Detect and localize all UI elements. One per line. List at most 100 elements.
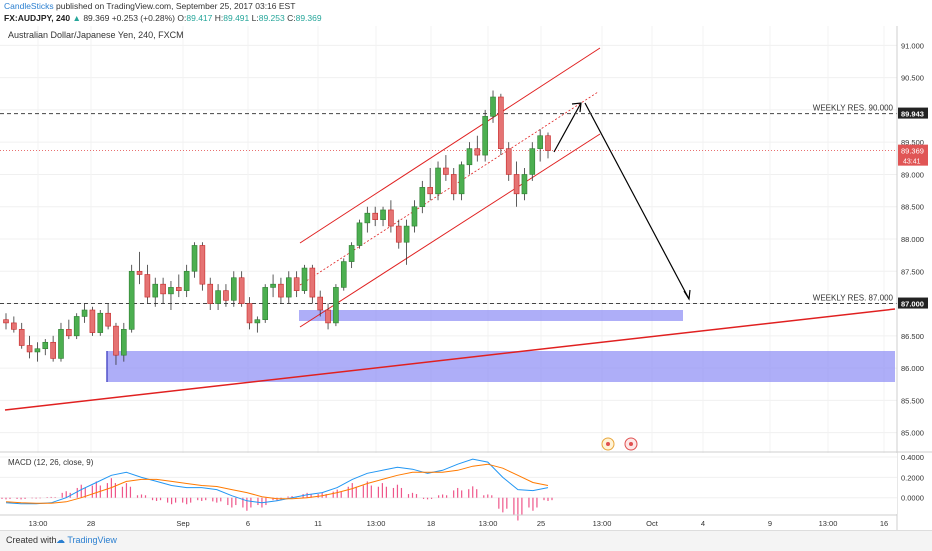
time-axis[interactable]: 13:00 28 Sep 6 11 13:00 18 13:00 25 13:00 Oct 4 9 13:… — [29, 519, 889, 528]
brand-name: TradingView — [67, 535, 117, 545]
macd-grid — [0, 456, 897, 499]
symbol-label: FX:AUDJPY, 240 — [4, 13, 71, 23]
x-tick-label: 25 — [537, 519, 545, 528]
candle — [505, 148, 512, 175]
candle — [183, 270, 190, 291]
candle — [136, 270, 143, 275]
candle — [89, 309, 96, 333]
candle — [128, 270, 135, 330]
candle — [403, 225, 410, 243]
candle — [364, 212, 371, 224]
y-tick-label: 86.000 — [901, 364, 924, 373]
support-zone-lower[interactable] — [107, 351, 895, 382]
support-zone-upper[interactable] — [299, 310, 683, 321]
high-label: H: — [214, 13, 224, 23]
candle — [34, 348, 41, 353]
channel-lower[interactable] — [299, 133, 601, 328]
high-value: 89.491 — [223, 13, 250, 23]
candle — [325, 309, 331, 324]
resistance-label: WEEKLY RES. 90.000 — [813, 104, 894, 113]
candle — [545, 135, 551, 151]
candle — [380, 209, 386, 220]
candle — [340, 261, 347, 288]
candle — [42, 341, 49, 350]
countdown-tag: 43:41 — [903, 159, 921, 166]
author-link[interactable]: CandleSticks — [4, 1, 54, 11]
y-tick-label: 86.500 — [901, 332, 924, 341]
level-tag-bg — [898, 297, 928, 309]
x-tick-label: 18 — [427, 519, 435, 528]
candle — [11, 322, 17, 330]
resistance-label: WEEKLY RES. 87.000 — [813, 294, 894, 303]
candle — [50, 341, 56, 359]
candle — [97, 312, 104, 333]
candle — [498, 96, 504, 149]
chart-area[interactable]: Australian Dollar/Japanese Yen, 240, FXC… — [0, 26, 932, 530]
symbol-info: FX:AUDJPY, 240 ▲ 89.369 +0.253 (+0.28%) … — [4, 13, 322, 23]
y-tick-label: 90.500 — [901, 74, 924, 83]
close-value: 89.369 — [295, 13, 322, 23]
x-tick-label: 13:00 — [593, 519, 612, 528]
tradingview-logo[interactable]: ☁ TradingView — [56, 535, 117, 545]
candle — [293, 277, 300, 291]
candle — [450, 174, 457, 195]
low-value: 89.253 — [258, 13, 285, 23]
candle — [537, 135, 543, 149]
price-chart[interactable]: Australian Dollar/Japanese Yen, 240, FXC… — [0, 26, 932, 530]
candle — [419, 187, 426, 208]
y-tick-label: 89.000 — [901, 170, 924, 179]
y-tick-label: 89.500 — [901, 138, 924, 147]
trendline[interactable] — [4, 308, 896, 411]
levels: WEEKLY RES. 90.000 WEEKLY RES. 87.000 — [0, 104, 897, 305]
candle — [309, 267, 316, 298]
candle — [529, 148, 536, 175]
event-markers[interactable] — [601, 437, 638, 451]
y-tick-label: 88.500 — [901, 203, 924, 212]
candle — [230, 277, 237, 301]
event-dot — [606, 442, 610, 446]
macd-plot — [1, 458, 553, 521]
close-label: C: — [287, 13, 296, 23]
candle — [113, 325, 119, 356]
footer: Created with ☁ TradingView — [0, 530, 932, 551]
x-tick-label: 13:00 — [819, 519, 838, 528]
up-arrow-icon: ▲ — [72, 13, 81, 23]
x-tick-label: 6 — [246, 519, 250, 528]
candle — [223, 290, 229, 301]
x-tick-label: 28 — [87, 519, 95, 528]
current-price-tag: 89.369 — [901, 147, 924, 156]
candle — [3, 319, 9, 324]
candle — [144, 274, 151, 298]
projection-down[interactable] — [584, 102, 690, 300]
macd-tick-label: 0.2000 — [901, 473, 924, 482]
candle — [278, 283, 284, 298]
candle — [207, 283, 214, 304]
channel-upper[interactable] — [299, 47, 601, 244]
candle — [435, 167, 441, 195]
macd-pane-bg — [0, 453, 897, 514]
x-tick-label: 16 — [880, 519, 888, 528]
candles — [3, 90, 551, 365]
candle — [152, 283, 159, 298]
macd-title: MACD (12, 26, close, 9) — [8, 458, 94, 467]
level-tag-bg — [898, 107, 928, 119]
candle — [254, 319, 261, 324]
price-axis[interactable]: 91.00090.50090.00089.50089.00088.50088.0… — [901, 41, 924, 437]
y-tick-label: 91.000 — [901, 41, 924, 50]
x-tick-label: 13:00 — [367, 519, 386, 528]
candle — [348, 245, 355, 262]
y-tick-label: 85.500 — [901, 396, 924, 405]
candle — [66, 329, 72, 337]
publish-info: CandleSticks published on TradingView.co… — [4, 1, 295, 11]
created-with-label: Created with — [6, 535, 57, 545]
projection-up[interactable] — [553, 102, 582, 153]
candle — [490, 96, 496, 117]
macd-tick-label: 0.4000 — [901, 453, 924, 462]
candle — [395, 225, 402, 243]
y-tick-label: 85.000 — [901, 429, 924, 438]
candle — [458, 164, 465, 195]
drawings[interactable] — [4, 47, 896, 411]
candle — [411, 206, 418, 227]
x-tick-label: Sep — [176, 519, 189, 528]
channel-mid[interactable] — [299, 91, 599, 286]
